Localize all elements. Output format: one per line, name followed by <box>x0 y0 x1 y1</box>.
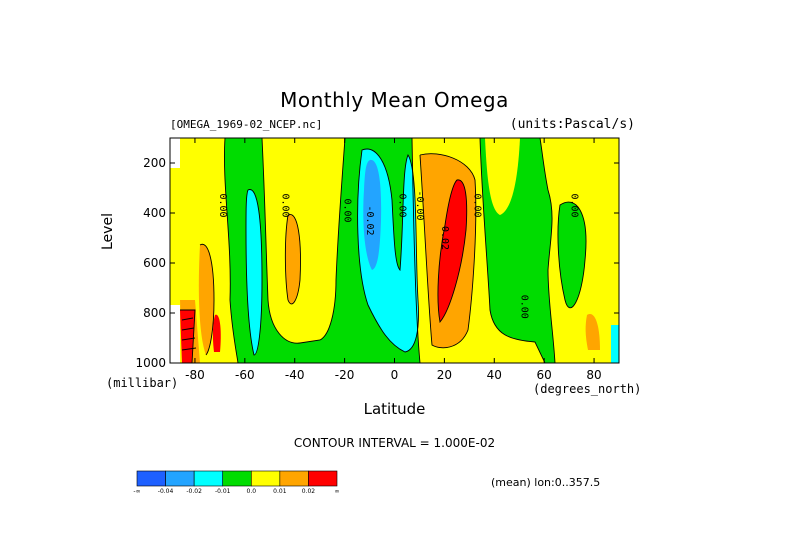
x-unit-label: (degrees_north) <box>533 382 642 396</box>
missing-data-patch <box>170 138 180 168</box>
y-tick-label: 800 <box>143 306 166 320</box>
contour-value-label: 0.00 <box>396 193 407 217</box>
region-strong-positive <box>437 179 467 322</box>
colorbar-label: ∞ <box>335 488 340 495</box>
contour-value-label: 0.00 <box>217 193 228 217</box>
x-tick-label: 0 <box>391 368 399 382</box>
colorbar-label: 0.02 <box>302 488 316 495</box>
region-weak-negative <box>557 202 586 308</box>
y-tick-label: 400 <box>143 206 166 220</box>
missing-data-patch <box>170 305 180 363</box>
colorbar-label: -0.02 <box>186 488 202 495</box>
y-tick-label: 1000 <box>135 356 166 370</box>
colorbar-swatch <box>250 470 281 487</box>
x-tick-label: 40 <box>487 368 502 382</box>
region-strong-positive <box>212 314 221 352</box>
region-weak-positive <box>585 314 600 350</box>
contour-value-labels: 0.00 0.00 0.00 -0.02 0.00 -0.00 0.02 0.00 0.00 0.… <box>217 190 580 318</box>
contour-value-label: -0.02 <box>364 205 375 235</box>
tick-labels: -80 -60 -40 -20 0 20 40 60 80 200 400 600 800 1000 <box>135 156 601 382</box>
colorbar-swatch <box>165 470 195 487</box>
contour-line <box>223 138 239 363</box>
units-label: (units:Pascal/s) <box>509 117 635 132</box>
contour-interval-text: CONTOUR INTERVAL = 1.000E-02 <box>293 436 496 450</box>
contour-line <box>199 243 215 356</box>
axis-ticks <box>170 138 619 364</box>
contour-line <box>261 138 346 344</box>
contour-line <box>557 201 587 309</box>
region-moderate-negative <box>611 325 619 363</box>
contour-value-label: 0.00 <box>471 193 482 217</box>
x-tick-label: -80 <box>185 368 205 382</box>
contour-lines <box>180 138 587 363</box>
colorbar-label: -0.04 <box>158 488 174 495</box>
y-tick-label: 600 <box>143 256 166 270</box>
colorbar-label: -∞ <box>133 488 140 495</box>
source-label: [OMEGA_1969-02_NCEP.nc] <box>170 118 323 131</box>
contour-line <box>181 317 197 351</box>
contour-line <box>419 153 477 349</box>
contour-line <box>357 148 419 353</box>
filled-contours <box>170 138 619 363</box>
region-near-zero <box>262 138 345 344</box>
x-tick-label: -40 <box>285 368 305 382</box>
mean-longitude-label: (mean) lon:0..357.5 <box>491 476 601 489</box>
x-axis-label: Latitude <box>363 400 426 418</box>
region-moderate-negative <box>246 189 262 355</box>
x-tick-label: -60 <box>235 368 255 382</box>
x-tick-label: 60 <box>537 368 552 382</box>
region-near-zero <box>485 138 520 215</box>
contour-line <box>479 138 546 363</box>
region-strong-negative <box>363 159 382 270</box>
contour-value-label: 0.00 <box>279 193 290 217</box>
colorbar-label: 0.0 <box>247 488 257 495</box>
x-tick-label: -20 <box>335 368 355 382</box>
contour-line <box>437 179 468 324</box>
contour-value-label: 0.00 <box>519 295 530 319</box>
contour-line <box>539 138 556 363</box>
contour-value-label: 0.02 <box>439 226 450 250</box>
region-weak-positive <box>285 214 301 304</box>
contour-line <box>245 189 263 356</box>
colorbar-swatch <box>308 470 338 487</box>
y-unit-label: (millibar) <box>106 376 179 390</box>
colorbar: -∞ -0.04 -0.02 -0.01 0.0 0.01 0.02 ∞ <box>133 470 340 495</box>
colorbar-swatch <box>193 470 224 487</box>
region-weak-positive <box>198 244 214 355</box>
contour-line <box>284 214 301 305</box>
contour-value-label: 0.00 <box>342 198 353 222</box>
chart-title: Monthly Mean Omega <box>280 88 509 112</box>
colorbar-swatch <box>279 470 309 487</box>
contour-line <box>180 309 196 363</box>
colorbar-label: 0.01 <box>273 488 287 495</box>
colorbar-label: -0.01 <box>215 488 231 495</box>
colorbar-swatch <box>222 470 252 487</box>
contour-line <box>411 138 421 363</box>
y-tick-label: 200 <box>143 156 166 170</box>
colorbar-swatch <box>136 470 166 487</box>
contour-value-label: -0.00 <box>414 190 425 220</box>
x-tick-label: 20 <box>437 368 452 382</box>
contour-value-label: 0.00 <box>569 193 580 217</box>
x-tick-label: 80 <box>586 368 601 382</box>
